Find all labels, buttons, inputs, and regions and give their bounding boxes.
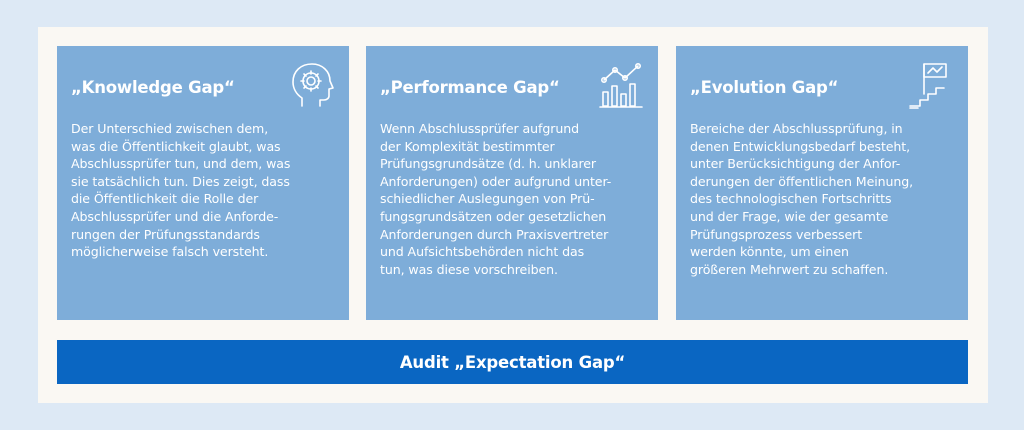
- card-evolution-gap: „Evolution Gap“ Bereiche der Abschlusspr…: [676, 46, 968, 320]
- card-title: „Evolution Gap“: [690, 78, 839, 97]
- bar-chart-trend-icon: [598, 60, 644, 110]
- audit-expectation-gap-bar: Audit „Expectation Gap“: [57, 340, 968, 384]
- card-title: „Performance Gap“: [380, 78, 560, 97]
- diagram-frame: „Knowledge Gap“ Der Unterschied zwischen…: [38, 27, 988, 403]
- stairs-flag-icon: [908, 60, 954, 110]
- footer-label: Audit „Expectation Gap“: [399, 352, 626, 372]
- card-description: Bereiche der Abschlussprüfung, in denen …: [690, 121, 914, 277]
- card-title: „Knowledge Gap“: [71, 78, 235, 97]
- card-description: Wenn Abschlussprüfer aufgrund der Komple…: [380, 121, 612, 277]
- card-description: Der Unterschied zwischen dem, was die Öf…: [71, 121, 291, 260]
- head-gear-icon: [289, 60, 335, 110]
- card-knowledge-gap: „Knowledge Gap“ Der Unterschied zwischen…: [57, 46, 349, 320]
- card-performance-gap: „Performance Gap“ Wenn Abschlussprüfer a…: [366, 46, 658, 320]
